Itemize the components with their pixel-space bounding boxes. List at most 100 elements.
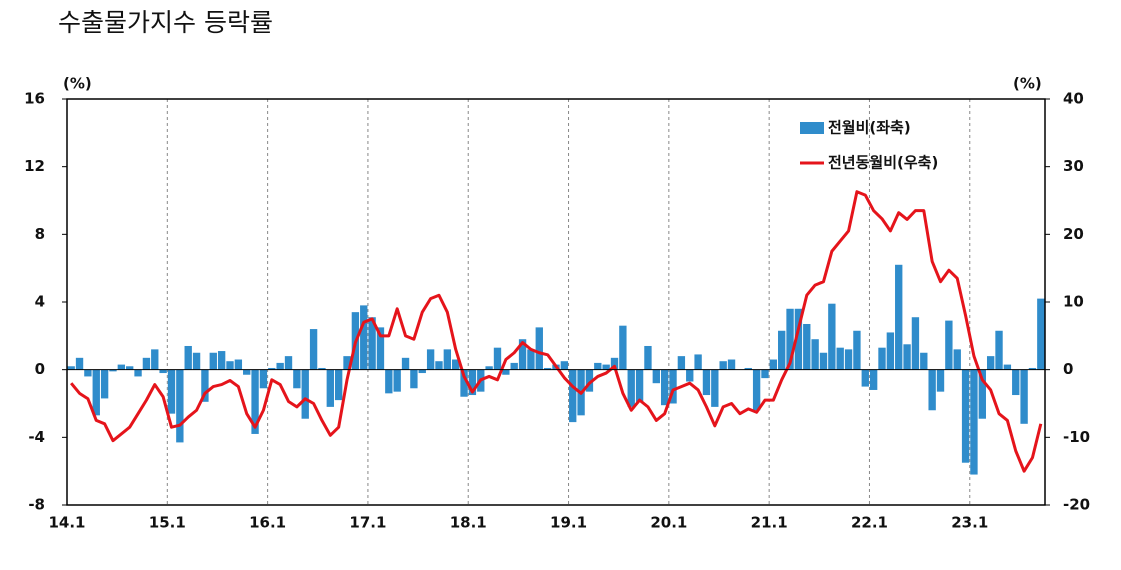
bar — [1037, 298, 1045, 370]
bar — [1028, 367, 1037, 370]
bar — [1012, 369, 1020, 396]
y-tick-label: 16 — [24, 90, 45, 108]
bar — [159, 369, 167, 374]
bar — [134, 369, 142, 377]
bar — [945, 320, 953, 370]
bar — [109, 369, 117, 372]
bar — [301, 369, 309, 419]
bar — [878, 347, 886, 370]
bar — [828, 303, 836, 370]
y-tick-label: 4 — [35, 293, 45, 311]
bar — [970, 369, 978, 475]
bar — [84, 369, 92, 377]
bar — [660, 369, 669, 406]
bar — [309, 329, 318, 370]
bar — [920, 352, 928, 370]
bar — [803, 323, 811, 370]
y2-tick-label: 0 — [1063, 360, 1073, 378]
bar — [92, 369, 100, 416]
bar — [752, 369, 761, 411]
bar — [786, 308, 794, 370]
bar — [543, 367, 552, 370]
bar — [1003, 364, 1012, 370]
bar — [176, 369, 184, 443]
bar — [1020, 369, 1028, 424]
bar — [627, 369, 635, 407]
bar — [794, 308, 803, 370]
bar — [184, 345, 192, 370]
bar — [75, 357, 84, 370]
bar — [853, 330, 861, 370]
bar — [326, 369, 334, 407]
x-tick-label: 18.1 — [450, 514, 487, 532]
bar — [151, 349, 159, 370]
bar — [67, 366, 75, 370]
y-tick-label: 12 — [24, 157, 45, 175]
bar — [410, 369, 418, 389]
bar — [435, 361, 443, 370]
bar — [502, 369, 510, 375]
bar — [126, 366, 134, 370]
bar — [234, 359, 243, 370]
x-tick-label: 23.1 — [951, 514, 988, 532]
bar — [117, 364, 126, 370]
y2-tick-label: -20 — [1063, 496, 1090, 514]
bar — [142, 357, 151, 370]
bar — [443, 349, 452, 370]
y2-tick-label: 40 — [1063, 90, 1084, 108]
bar — [510, 362, 518, 370]
bar — [393, 369, 401, 392]
bar — [978, 369, 986, 419]
bar — [869, 369, 878, 390]
bar — [343, 356, 351, 370]
bar — [903, 344, 911, 370]
y-tick-label: 8 — [35, 225, 45, 243]
bar — [527, 349, 535, 370]
y-axis-label: (%) — [63, 75, 92, 93]
bar — [360, 305, 368, 370]
bar — [594, 362, 602, 370]
legend-label: 전월비(좌축) — [828, 119, 911, 137]
bar — [100, 369, 109, 399]
bar — [711, 369, 719, 407]
bar — [569, 369, 577, 423]
bar — [334, 369, 343, 401]
y2-tick-label: -10 — [1063, 428, 1090, 446]
bar — [778, 330, 786, 370]
bar — [635, 369, 644, 402]
bar — [836, 347, 844, 370]
bar — [585, 369, 594, 392]
bar — [192, 352, 201, 370]
bar — [811, 339, 819, 370]
y-tick-label: -8 — [28, 496, 45, 514]
bar — [911, 317, 920, 370]
chart-title: 수출물가지수 등락률 — [58, 8, 273, 37]
bar — [610, 357, 619, 370]
x-tick-label: 14.1 — [48, 514, 85, 532]
y2-tick-label: 20 — [1063, 225, 1084, 243]
bar — [953, 349, 961, 370]
bar — [293, 369, 301, 389]
line — [70, 190, 1043, 473]
bar — [460, 369, 468, 397]
legend-label: 전년동월비(우축) — [828, 154, 938, 172]
bar — [385, 369, 393, 394]
y2-axis-label: (%) — [1013, 75, 1042, 93]
bar — [259, 369, 268, 389]
bar — [167, 369, 176, 414]
y-tick-label: -4 — [28, 428, 45, 446]
bar — [686, 369, 694, 382]
bar — [418, 369, 426, 374]
x-tick-label: 22.1 — [851, 514, 888, 532]
bar — [452, 359, 460, 370]
bar — [619, 325, 627, 370]
bar — [769, 359, 778, 370]
bar — [644, 345, 652, 370]
bar — [268, 367, 276, 370]
bar — [485, 366, 493, 370]
x-tick-label: 16.1 — [249, 514, 286, 532]
bar — [209, 352, 217, 370]
bar — [602, 364, 610, 370]
bar — [727, 359, 736, 370]
